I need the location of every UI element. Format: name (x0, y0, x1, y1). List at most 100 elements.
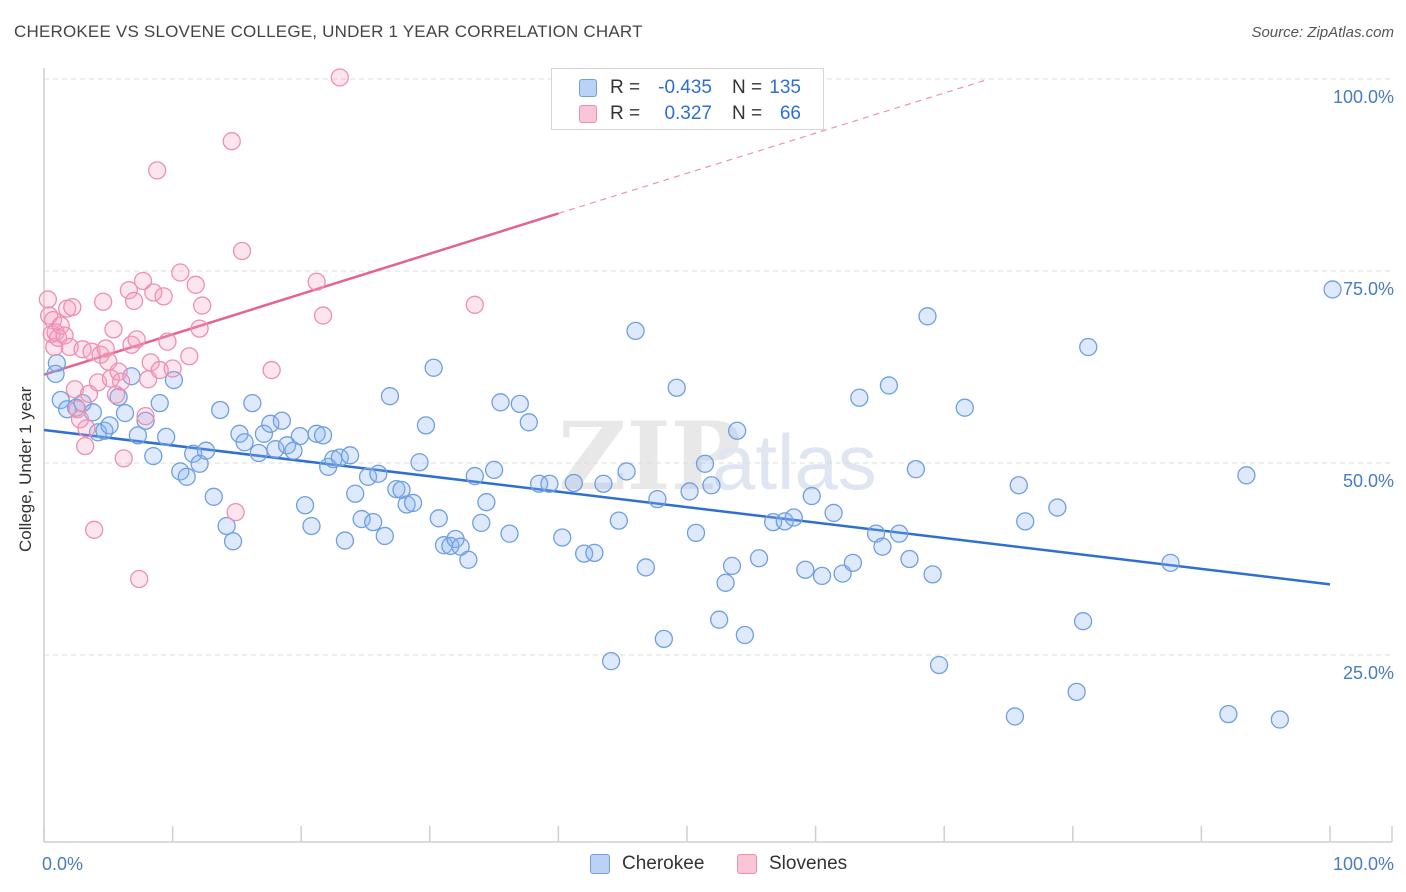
point-cherokee (1270, 710, 1289, 729)
point-slovenes (190, 319, 209, 338)
point-cherokee (46, 364, 65, 384)
point-cherokee (477, 493, 496, 512)
point-cherokee (574, 544, 594, 563)
point-slovenes (76, 436, 95, 456)
point-cherokee (196, 441, 216, 460)
point-cherokee (594, 474, 613, 493)
point-cherokee (500, 524, 519, 543)
y-tick-label: 75.0% (1343, 279, 1394, 299)
point-cherokee (1323, 280, 1342, 299)
point-cherokee (266, 440, 285, 459)
point-cherokee (346, 484, 365, 503)
point-cherokee (340, 446, 360, 465)
point-cherokee (375, 526, 394, 546)
legend-n-label: N = (732, 103, 763, 124)
point-cherokee (144, 446, 163, 466)
correlation-legend: R = -0.435 N = 135 R = 0.327 N = 66 (551, 68, 824, 130)
point-slovenes (232, 241, 252, 261)
point-cherokee (1067, 682, 1086, 702)
point-slovenes (45, 337, 64, 357)
point-slovenes (136, 407, 155, 426)
point-cherokee (459, 550, 478, 569)
point-cherokee (636, 558, 655, 577)
legend-swatch-slovenes (579, 105, 597, 123)
point-slovenes (148, 161, 167, 180)
point-cherokee (397, 495, 416, 514)
point-cherokee (735, 625, 755, 645)
y-tick-label: 100.0% (1333, 87, 1394, 107)
point-cherokee (680, 482, 699, 501)
point-cherokee (1237, 466, 1256, 485)
point-cherokee (211, 400, 230, 420)
point-slovenes (130, 569, 149, 589)
point-cherokee (358, 467, 378, 486)
point-slovenes (63, 297, 82, 317)
legend-n-label: N = (732, 77, 763, 98)
point-slovenes (55, 326, 74, 345)
point-slovenes (94, 292, 113, 311)
point-cherokee (601, 651, 621, 671)
point-cherokee (553, 528, 572, 547)
point-slovenes (85, 520, 104, 539)
point-cherokee (609, 511, 628, 530)
point-cherokee (387, 479, 406, 499)
legend-r-value: -0.435 (658, 77, 712, 98)
point-cherokee (254, 424, 274, 443)
point-slovenes (171, 263, 190, 282)
point-slovenes (38, 290, 58, 309)
series-swatch-slovenes (737, 854, 757, 874)
point-cherokee (302, 516, 321, 536)
point-cherokee (128, 426, 148, 445)
point-cherokee (843, 553, 863, 572)
point-cherokee (307, 424, 326, 443)
point-slovenes (186, 275, 205, 294)
series-label-slovenes: Slovenes (769, 853, 848, 874)
point-slovenes (112, 372, 131, 391)
point-cherokee (529, 474, 549, 493)
point-slovenes (313, 306, 333, 325)
point-cherokee (906, 459, 926, 479)
point-cherokee (923, 565, 942, 584)
point-slovenes (465, 295, 484, 314)
legend-n-value: 135 (769, 77, 801, 98)
point-cherokee (879, 376, 899, 395)
point-cherokee (380, 387, 400, 406)
point-slovenes (104, 320, 123, 339)
point-slovenes (262, 360, 281, 380)
point-cherokee (217, 516, 236, 536)
point-cherokee (204, 487, 223, 506)
x-tick-label: 100.0% (1333, 854, 1394, 874)
point-cherokee (403, 493, 423, 513)
point-cherokee (1219, 704, 1238, 724)
point-cherokee (585, 543, 604, 563)
y-tick-label: 25.0% (1343, 663, 1394, 683)
point-cherokee (722, 556, 742, 576)
point-cherokee (115, 403, 135, 423)
point-cherokee (955, 398, 974, 417)
trend-lines (43, 78, 1331, 586)
legend-row-cherokee: R = -0.435 N = 135 (552, 75, 823, 101)
trend-line-slovenes (43, 212, 559, 376)
point-cherokee (873, 537, 892, 556)
legend-n-value: 66 (779, 103, 801, 124)
tick-labels: 25.0% 50.0% 75.0% 100.0% 0.0% 100.0% (42, 87, 1394, 874)
point-cherokee (472, 513, 491, 533)
point-cherokee (369, 464, 388, 483)
point-cherokee (1048, 498, 1067, 517)
point-slovenes (330, 68, 349, 87)
point-slovenes (70, 410, 90, 429)
point-cherokee (850, 388, 869, 407)
point-cherokee (429, 509, 448, 528)
point-slovenes (158, 332, 177, 351)
point-cherokee (416, 416, 436, 435)
legend-r-label: R = (610, 77, 641, 98)
point-cherokee (95, 421, 114, 440)
source-label: Source: ZipAtlas.com (1251, 24, 1394, 41)
data-points (38, 68, 1342, 729)
point-cherokee (491, 393, 510, 412)
point-slovenes (163, 359, 182, 378)
point-cherokee (1005, 707, 1025, 726)
point-cherokee (796, 560, 815, 579)
point-cherokee (710, 610, 729, 629)
